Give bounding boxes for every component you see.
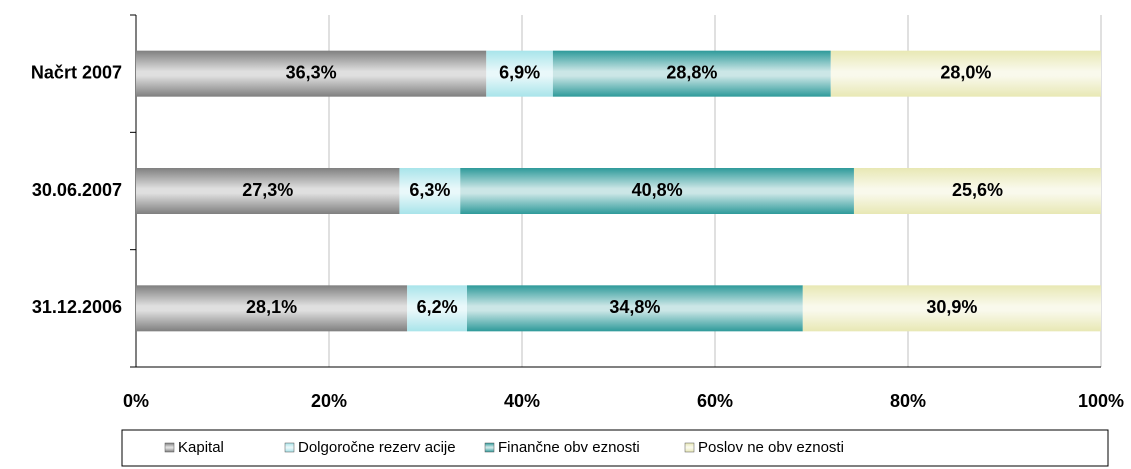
bar-segment — [460, 168, 854, 214]
data-label: 30,9% — [926, 297, 977, 317]
bar-segment — [853, 168, 1101, 214]
data-label: 34,8% — [609, 297, 660, 317]
legend-swatch — [684, 442, 695, 453]
bar-segment — [399, 168, 461, 214]
data-label: 25,6% — [952, 180, 1003, 200]
x-tick-label: 20% — [311, 391, 347, 411]
data-label: 40,8% — [632, 180, 683, 200]
data-label: 28,1% — [246, 297, 297, 317]
data-label: 6,9% — [499, 62, 540, 82]
y-tick-label: 30.06.2007 — [32, 180, 122, 200]
legend-swatch — [284, 442, 295, 453]
bar-segment — [136, 285, 408, 332]
x-tick-label: 80% — [890, 391, 926, 411]
y-tick-label: 31.12.2006 — [32, 297, 122, 317]
bar-segment — [136, 168, 400, 214]
data-label: 6,2% — [417, 297, 458, 317]
x-tick-label: 40% — [504, 391, 540, 411]
bar-segment — [802, 285, 1101, 332]
data-label: 6,3% — [409, 180, 450, 200]
y-tick-label: Načrt 2007 — [31, 62, 122, 82]
bar-segment — [830, 50, 1101, 97]
data-label: 36,3% — [286, 62, 337, 82]
legend-label: Finančne obv eznosti — [498, 439, 640, 456]
data-label: 28,8% — [666, 62, 717, 82]
x-tick-label: 100% — [1078, 391, 1124, 411]
data-label: 28,0% — [940, 62, 991, 82]
legend-label: Poslov ne obv eznosti — [698, 439, 844, 456]
x-tick-label: 0% — [123, 391, 149, 411]
x-tick-label: 60% — [697, 391, 733, 411]
bar-segment — [486, 50, 553, 97]
bar-segment — [552, 50, 831, 97]
legend-label: Dolgoročne rezerv acije — [298, 439, 456, 456]
legend-swatch — [164, 442, 175, 453]
data-label: 27,3% — [242, 180, 293, 200]
legend-swatch — [484, 442, 495, 453]
bar-segment — [466, 285, 803, 332]
legend-label: Kapital — [178, 439, 224, 456]
bar-segment — [136, 50, 487, 97]
bar-segment — [407, 285, 467, 332]
